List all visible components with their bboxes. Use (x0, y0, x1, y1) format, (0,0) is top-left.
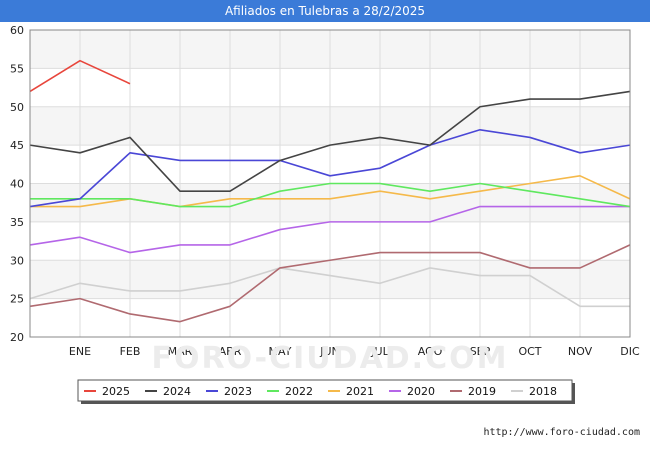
y-tick-label: 40 (10, 178, 24, 191)
series-line-2025 (29, 59, 131, 93)
chart-title: Afiliados en Tulebras a 28/2/2025 (0, 0, 650, 22)
series-line-2023 (29, 128, 631, 208)
series-line-2019 (29, 244, 631, 323)
y-tick-label: 50 (10, 101, 24, 114)
x-tick-label: FEB (120, 345, 141, 358)
x-tick-label: MAY (269, 345, 292, 358)
series-line-2024 (29, 90, 631, 192)
x-tick-label: OCT (518, 345, 541, 358)
legend-label-2022: 2022 (285, 385, 313, 398)
y-tick-label: 60 (10, 24, 24, 37)
x-tick-label: AGO (418, 345, 443, 358)
x-tick-label: JUL (370, 345, 389, 358)
x-tick-label: MAR (168, 345, 193, 358)
series-line-2022 (30, 182, 631, 208)
y-tick-label: 55 (10, 62, 24, 75)
x-tick-label: JUN (319, 345, 340, 358)
legend-label-2019: 2019 (468, 385, 496, 398)
series-line-2020 (29, 205, 630, 254)
series-line-2018 (29, 267, 630, 308)
legend-label-2020: 2020 (407, 385, 435, 398)
x-tick-label: SEP (470, 345, 491, 358)
source-url: http://www.foro-ciudad.com (483, 427, 640, 438)
y-tick-label: 20 (10, 331, 24, 344)
x-tick-label: DIC (620, 345, 640, 358)
y-tick-label: 45 (10, 139, 24, 152)
legend-label-2021: 2021 (346, 385, 374, 398)
x-tick-label: NOV (568, 345, 593, 358)
legend-label-2023: 2023 (224, 385, 252, 398)
y-tick-label: 35 (10, 216, 24, 229)
watermark: FORO-CIUDAD.COM (152, 341, 509, 376)
plot-frame (29, 29, 631, 338)
y-tick-label: 30 (10, 254, 24, 267)
y-tick-label: 25 (10, 293, 24, 306)
x-tick-label: ENE (69, 345, 91, 358)
legend-box (77, 379, 573, 402)
legend: 2025 2024 2023 2022 2021 2020 2019 2018 (77, 379, 575, 404)
x-tick-label: ABR (219, 345, 242, 358)
legend-label-2018: 2018 (529, 385, 557, 398)
legend-label-2024: 2024 (163, 385, 191, 398)
legend-label-2025: 2025 (102, 385, 130, 398)
